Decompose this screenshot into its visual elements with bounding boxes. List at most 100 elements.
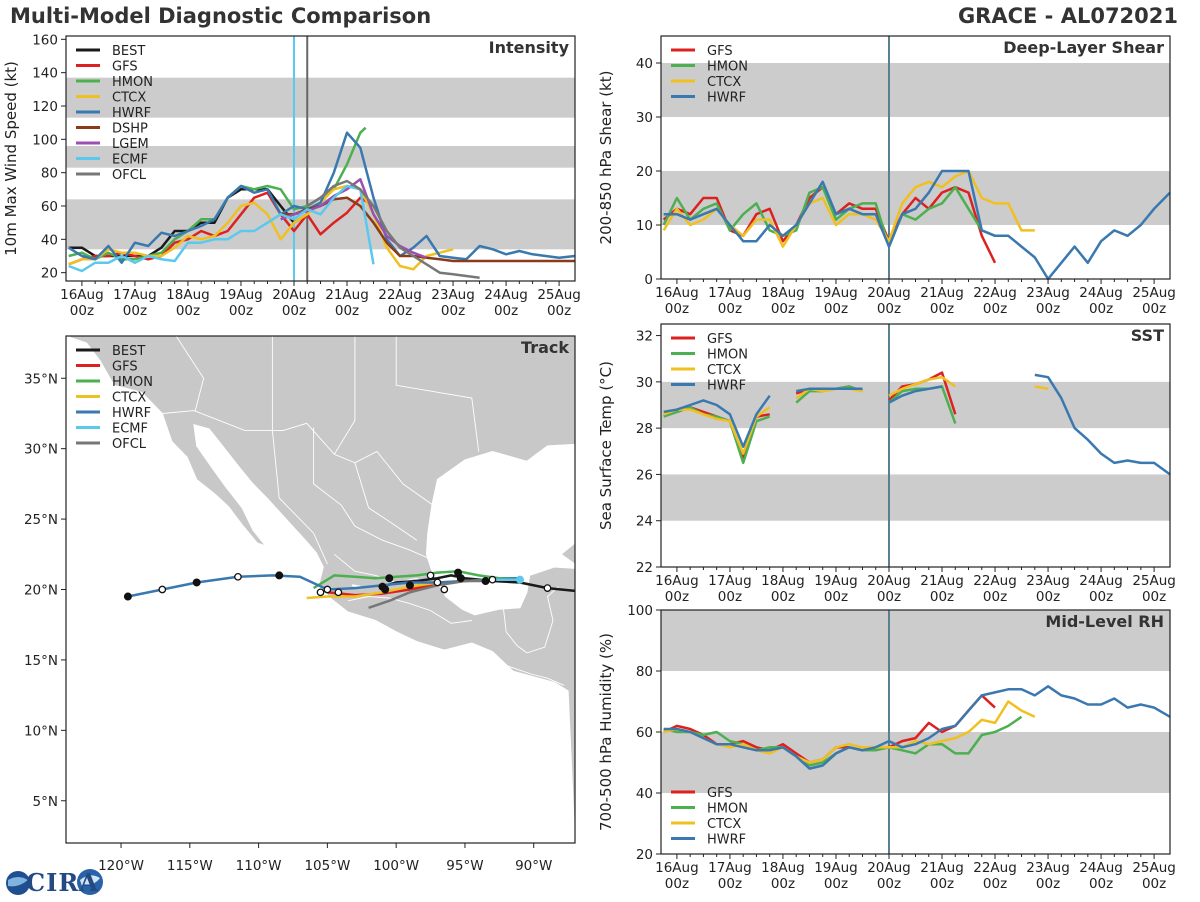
x-tick-label: 00z [718, 876, 742, 892]
x-tick-label: 23Aug [1026, 573, 1070, 589]
y-axis-label: Sea Surface Temp (°C) [597, 361, 615, 530]
x-tick-label: 23Aug [1026, 285, 1070, 301]
land-mass [65, 335, 576, 844]
legend-label: ECMF [112, 422, 148, 437]
shaded-band [66, 77, 575, 118]
x-tick-label: 19Aug [219, 287, 263, 303]
x-tick-label: 00z [824, 589, 848, 605]
shaded-band [66, 199, 575, 250]
legend-label: GFS [707, 332, 733, 347]
y-tick-label: 120 [32, 99, 58, 115]
y-tick-label: 0 [644, 272, 653, 288]
panel-title: Intensity [489, 38, 570, 57]
y-tick-label: 40 [41, 232, 58, 248]
x-tick-label: 00z [983, 589, 1007, 605]
track-marker-filled [192, 578, 201, 587]
track-marker-open [158, 585, 167, 594]
y-tick-label: 20 [41, 266, 58, 282]
x-tick-label: 110°W [236, 858, 282, 874]
legend-label: CTCX [707, 817, 741, 832]
state-border [175, 335, 205, 411]
legend-label: HMON [707, 348, 748, 363]
x-tick-label: 23Aug [431, 287, 475, 303]
x-tick-label: 25Aug [1132, 573, 1176, 589]
y-tick-label: 24 [636, 514, 653, 530]
legend-label: GFS [112, 60, 138, 75]
legend-label: HWRF [112, 406, 151, 421]
track-marker-open [488, 575, 497, 584]
legend-label: BEST [112, 44, 145, 59]
x-tick-label: 18Aug [166, 287, 210, 303]
x-tick-label: 00z [877, 876, 901, 892]
x-tick-label: 22Aug [973, 285, 1017, 301]
legend-label: CTCX [707, 75, 741, 90]
y-tick-label: 100 [32, 132, 58, 148]
cira-logo: CIRA [4, 866, 108, 898]
series-ctcx [68, 184, 454, 271]
legend-label: HMON [707, 802, 748, 817]
y-tick-label: 10°N [24, 723, 58, 739]
x-tick-label: 120°W [98, 858, 144, 874]
track-marker-open [433, 578, 442, 587]
x-tick-label: 00z [877, 301, 901, 317]
state-border [333, 336, 356, 455]
x-tick-label: 00z [771, 301, 795, 317]
shaded-band [66, 146, 575, 168]
x-tick-label: 00z [1036, 301, 1060, 317]
x-tick-label: 00z [824, 301, 848, 317]
x-tick-label: 00z [930, 876, 954, 892]
legend-label: HWRF [112, 106, 151, 121]
x-tick-label: 00z [824, 876, 848, 892]
state-border [347, 596, 472, 624]
legend-label: GFS [707, 786, 733, 801]
x-tick-label: 22Aug [378, 287, 422, 303]
y-tick-label: 30 [636, 110, 653, 126]
track-marker-filled [275, 571, 284, 580]
legend-label: ECMF [112, 153, 148, 168]
x-tick-label: 00z [665, 301, 689, 317]
legend-label: BEST [112, 344, 145, 359]
y-tick-label: 5°N [33, 794, 58, 810]
x-tick-label: 00z [335, 303, 359, 319]
y-tick-label: 160 [32, 32, 58, 48]
legend-label: HWRF [707, 379, 746, 394]
x-tick-label: 23Aug [1026, 860, 1070, 876]
shaded-band [661, 63, 1170, 117]
logo-text: CIRA [26, 868, 99, 897]
state-border [313, 427, 430, 559]
x-tick-label: 25Aug [537, 287, 581, 303]
x-tick-label: 22Aug [973, 860, 1017, 876]
x-tick-label: 16Aug [655, 573, 699, 589]
y-tick-label: 26 [636, 467, 653, 483]
ecmf-start-marker [515, 575, 524, 584]
state-border [271, 430, 328, 565]
x-tick-label: 16Aug [655, 285, 699, 301]
y-tick-label: 40 [636, 56, 653, 72]
series-ofcl [368, 579, 493, 609]
panel-title: Mid-Level RH [1045, 612, 1164, 631]
x-tick-label: 00z [877, 589, 901, 605]
x-tick-label: 00z [983, 301, 1007, 317]
x-tick-label: 00z [1089, 301, 1113, 317]
state-border [506, 665, 565, 686]
x-tick-label: 24Aug [484, 287, 528, 303]
y-tick-label: 80 [41, 166, 58, 182]
x-tick-label: 00z [665, 589, 689, 605]
x-tick-label: 00z [229, 303, 253, 319]
x-tick-label: 17Aug [708, 860, 752, 876]
x-tick-label: 00z [771, 589, 795, 605]
track-marker-filled [405, 581, 414, 590]
track-marker-filled [456, 574, 465, 583]
x-tick-label: 20Aug [867, 573, 911, 589]
x-tick-label: 20Aug [867, 860, 911, 876]
track-marker-open [234, 572, 242, 581]
logo-emblem-icon [6, 869, 103, 895]
x-tick-label: 105°W [304, 858, 350, 874]
track-marker-open [543, 584, 552, 592]
track-marker-filled [385, 574, 394, 583]
series-hmon [662, 185, 996, 248]
legend-label: CTCX [112, 91, 146, 106]
x-tick-label: 00z [718, 589, 742, 605]
x-tick-label: 00z [494, 303, 518, 319]
